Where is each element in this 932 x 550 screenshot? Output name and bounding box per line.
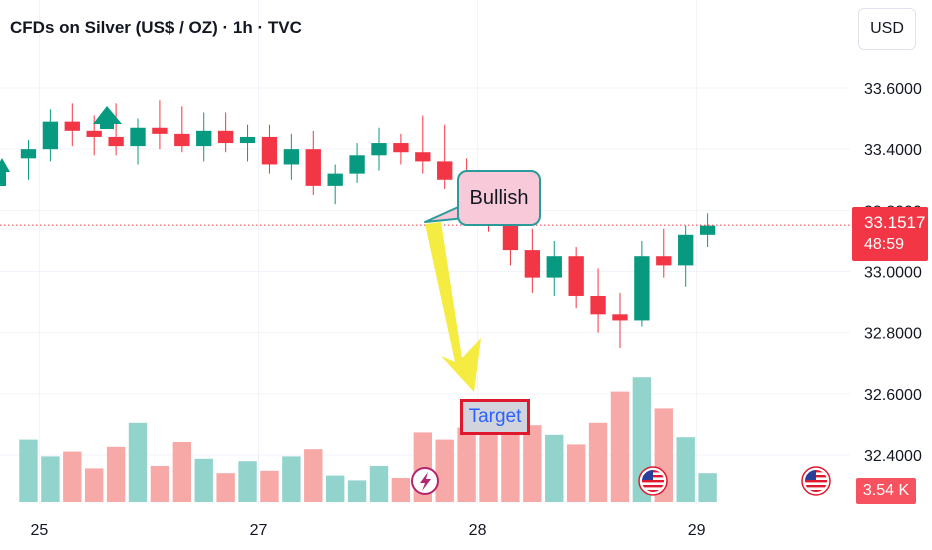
candle-body xyxy=(217,130,234,144)
candle-body xyxy=(502,222,519,251)
volume-bar xyxy=(238,461,257,502)
volume-bar xyxy=(216,473,235,502)
grid-lines xyxy=(0,0,850,505)
volume-bar xyxy=(676,437,695,502)
candle-body xyxy=(349,155,365,174)
volume-bar xyxy=(19,439,38,502)
candle-body xyxy=(524,250,541,278)
candle-body xyxy=(634,256,650,321)
target-label[interactable]: Target xyxy=(460,399,530,435)
volume-bar xyxy=(610,391,630,502)
volume-bar xyxy=(347,480,367,502)
volume-bar xyxy=(304,449,323,502)
lightning-event-icon[interactable] xyxy=(411,467,439,495)
y-tick-label: 33.6000 xyxy=(864,81,922,98)
volume-bar xyxy=(566,444,586,502)
currency-button[interactable]: USD xyxy=(858,8,916,50)
candle-body xyxy=(196,130,212,147)
signal-arrows xyxy=(0,106,122,186)
volume-bar xyxy=(391,478,411,502)
candle-body xyxy=(546,256,562,278)
volume-bar xyxy=(588,422,608,502)
last-price-value: 33.1517 xyxy=(864,213,926,232)
candle-body xyxy=(656,256,672,266)
candle-body xyxy=(42,121,59,150)
candle-body xyxy=(568,256,584,296)
volume-bar xyxy=(457,427,476,502)
candle-body xyxy=(612,314,628,321)
candle-body xyxy=(393,143,409,153)
x-axis: 25 27 28 29 xyxy=(31,522,706,539)
candle-body xyxy=(152,127,168,134)
candle-body xyxy=(305,149,321,186)
volume-bar xyxy=(260,470,279,502)
volume-bar xyxy=(41,456,60,502)
y-axis: 33.600033.400033.200033.000032.800032.60… xyxy=(864,81,922,465)
volume-bar xyxy=(85,468,104,502)
candlesticks xyxy=(20,100,716,348)
candle-body xyxy=(130,127,146,147)
volume-bar xyxy=(282,456,301,502)
y-tick-label: 33.4000 xyxy=(864,142,922,159)
y-tick-label: 32.4000 xyxy=(864,448,922,465)
bullish-callout[interactable]: Bullish xyxy=(457,170,541,226)
candle-body xyxy=(174,133,190,147)
volume-bar xyxy=(369,466,389,502)
volume-bar xyxy=(63,451,82,502)
x-tick-label: 25 xyxy=(31,522,49,539)
volume-bar xyxy=(106,446,126,502)
candle-body xyxy=(371,143,387,156)
volume-value-tag: 3.54 K xyxy=(856,478,916,504)
up-signal-arrow-icon xyxy=(0,158,10,186)
x-tick-label: 27 xyxy=(250,522,268,539)
y-tick-label: 32.6000 xyxy=(864,387,922,404)
volume-bar xyxy=(172,442,192,502)
candle-body xyxy=(415,152,431,162)
candle-body xyxy=(437,161,453,180)
volume-bar xyxy=(479,420,498,502)
candle-body xyxy=(699,225,716,235)
x-tick-label: 28 xyxy=(469,522,487,539)
y-tick-label: 32.8000 xyxy=(864,326,922,343)
chart-title: CFDs on Silver (US$ / OZ) · 1h · TVC xyxy=(10,18,302,37)
volume-bar xyxy=(501,415,520,502)
up-signal-arrow-icon xyxy=(93,106,122,129)
volume-bar xyxy=(698,473,717,502)
volume-bar xyxy=(194,458,213,502)
candle-body xyxy=(283,149,300,165)
candle-body xyxy=(590,295,606,315)
candle-body xyxy=(108,136,124,147)
volume-bar xyxy=(325,475,345,502)
volume-bars xyxy=(19,377,717,502)
candle-body xyxy=(327,173,343,186)
candle-body xyxy=(678,234,694,266)
candle-body xyxy=(64,121,80,131)
candle-body xyxy=(20,149,37,159)
bar-countdown: 48:59 xyxy=(864,236,905,253)
volume-bar xyxy=(523,425,542,502)
last-price-tag: 33.1517 48:59 xyxy=(852,207,928,261)
us-flag-event-icon[interactable] xyxy=(801,466,831,496)
target-arrow xyxy=(425,222,481,392)
y-tick-label: 33.0000 xyxy=(864,265,922,282)
volume-bar xyxy=(435,439,454,502)
candle-body xyxy=(239,136,256,144)
candle-body xyxy=(86,130,102,137)
volume-bar xyxy=(545,434,564,502)
volume-bar xyxy=(128,422,148,502)
us-flag-event-icon[interactable] xyxy=(638,466,668,496)
x-tick-label: 29 xyxy=(688,522,706,539)
volume-bar xyxy=(150,466,170,502)
candle-body xyxy=(261,136,278,165)
